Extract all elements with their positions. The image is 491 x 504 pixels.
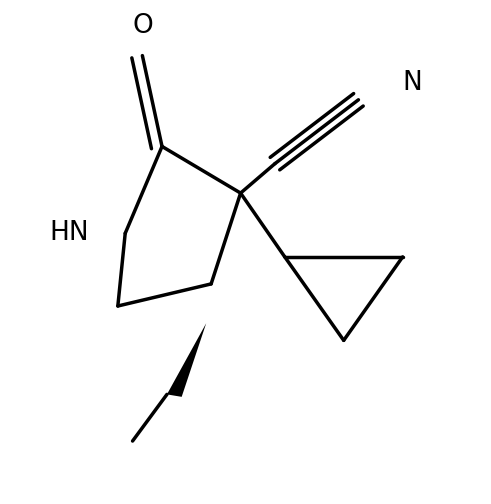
Text: O: O: [132, 13, 153, 39]
Text: HN: HN: [49, 220, 88, 246]
Text: N: N: [403, 70, 422, 96]
Polygon shape: [167, 323, 206, 397]
